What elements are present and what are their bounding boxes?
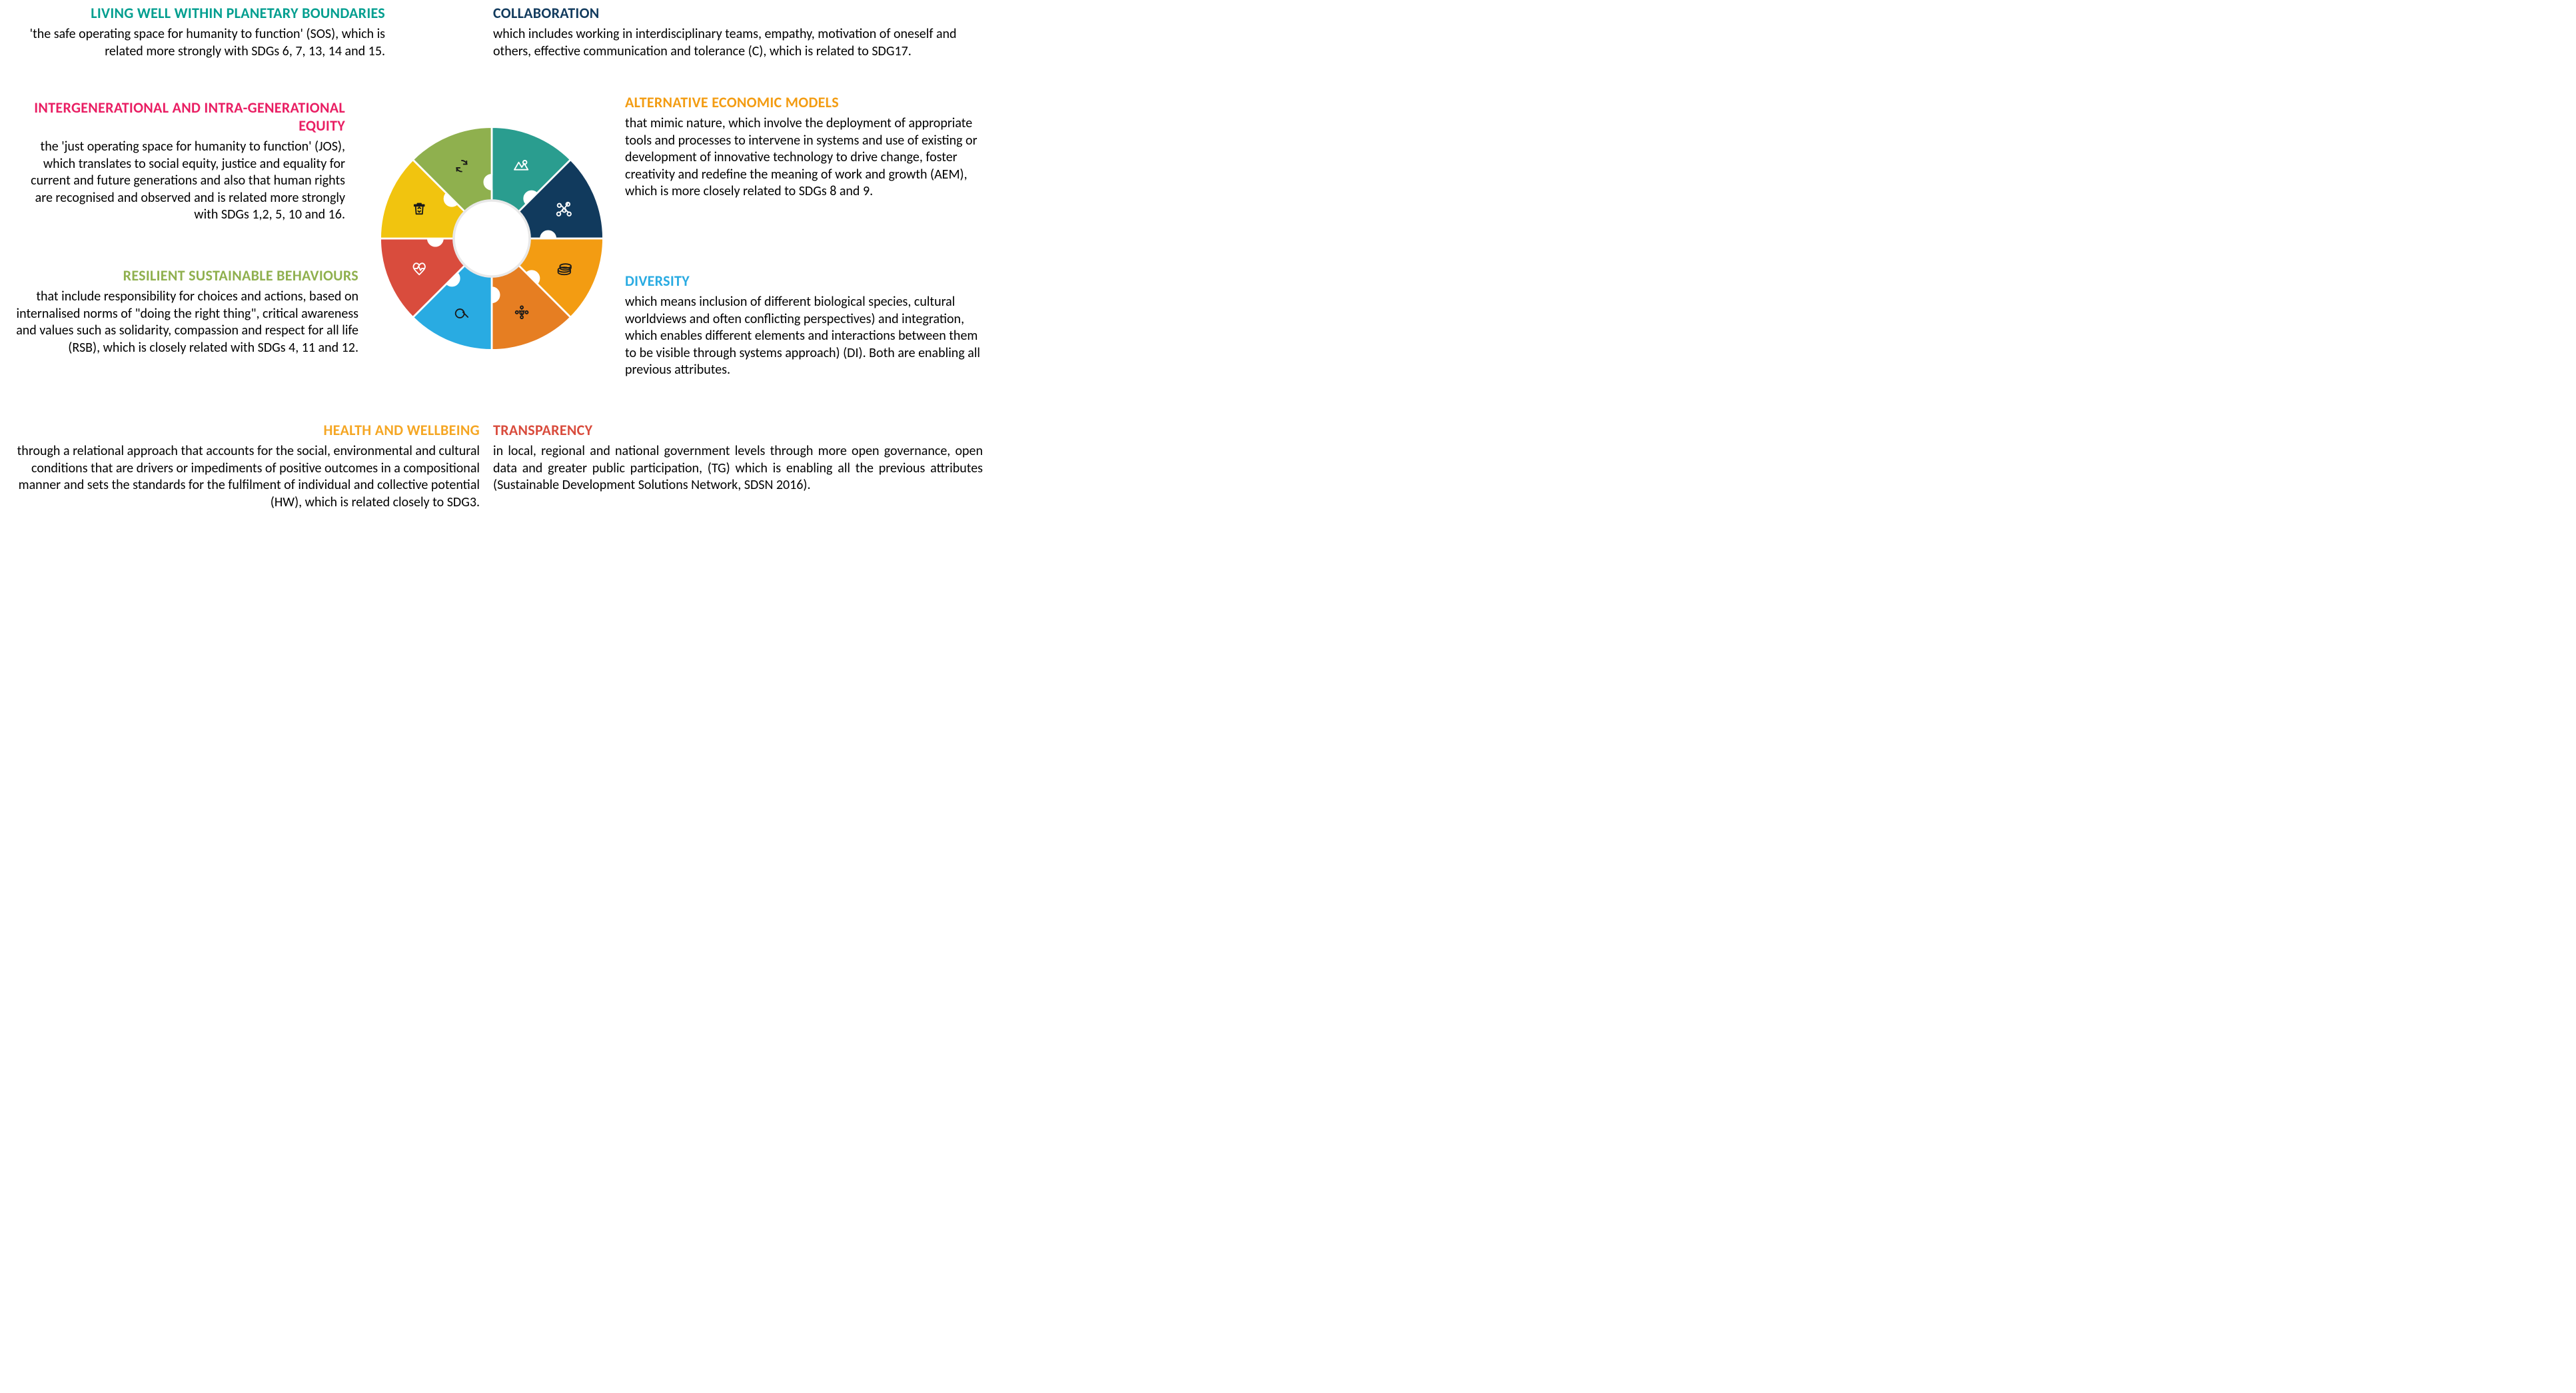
block-planetary: LIVING WELL WITHIN PLANETARY BOUNDARIES … (13, 4, 385, 60)
title-resilient: RESILIENT SUSTAINABLE BEHAVIOURS (0, 266, 358, 284)
title-diversity: DIVERSITY (625, 272, 988, 290)
body-transparency: in local, regional and national governme… (493, 443, 983, 494)
body-aem: that mimic nature, which involve the dep… (625, 115, 981, 201)
body-health: through a relational approach that accou… (7, 443, 480, 511)
title-health: HEALTH AND WELLBEING (7, 421, 480, 439)
block-transparency: TRANSPARENCY in local, regional and nati… (493, 421, 983, 494)
title-planetary: LIVING WELL WITHIN PLANETARY BOUNDARIES (13, 4, 385, 22)
block-resilient: RESILIENT SUSTAINABLE BEHAVIOURS that in… (0, 266, 358, 356)
body-diversity: which means inclusion of different biolo… (625, 294, 988, 379)
title-transparency: TRANSPARENCY (493, 421, 983, 439)
title-equity: INTERGENERATIONAL AND INTRA-GENERATIONAL… (13, 99, 345, 135)
body-equity: the 'just operating space for humanity t… (13, 139, 345, 224)
block-collaboration: COLLABORATION which includes working in … (493, 4, 979, 60)
puzzle-wheel (369, 116, 614, 361)
body-collaboration: which includes working in interdisciplin… (493, 26, 979, 60)
block-equity: INTERGENERATIONAL AND INTRA-GENERATIONAL… (13, 99, 345, 224)
title-aem: ALTERNATIVE ECONOMIC MODELS (625, 93, 981, 111)
block-health: HEALTH AND WELLBEING through a relationa… (7, 421, 480, 511)
block-aem: ALTERNATIVE ECONOMIC MODELS that mimic n… (625, 93, 981, 201)
body-resilient: that include responsibility for choices … (0, 288, 358, 356)
puzzle-wheel-svg (369, 116, 614, 361)
block-diversity: DIVERSITY which means inclusion of diffe… (625, 272, 988, 379)
wheel-core (454, 201, 530, 276)
body-planetary: 'the safe operating space for humanity t… (13, 26, 385, 60)
title-collaboration: COLLABORATION (493, 4, 979, 22)
